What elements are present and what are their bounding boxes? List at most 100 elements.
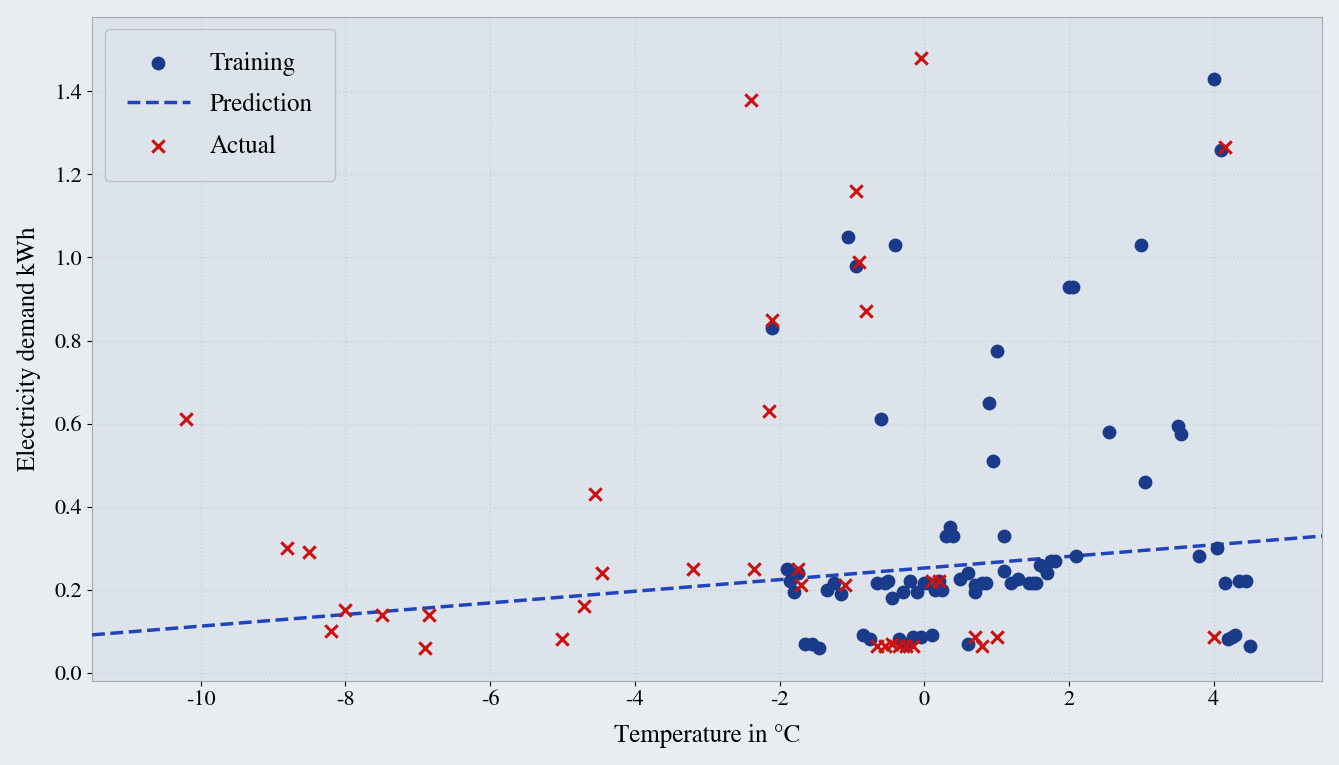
- Training: [777, 563, 798, 575]
- Training: [983, 454, 1004, 467]
- Legend: Training, Prediction, Actual: Training, Prediction, Actual: [104, 29, 335, 181]
- Training: [936, 529, 957, 542]
- Training: [975, 578, 996, 590]
- Actual: [584, 488, 605, 500]
- X-axis label: Temperature in °C: Temperature in °C: [615, 724, 801, 748]
- Actual: [888, 640, 909, 652]
- Actual: [320, 625, 341, 637]
- Training: [994, 565, 1015, 577]
- Training: [902, 631, 924, 643]
- Training: [943, 529, 964, 542]
- Training: [888, 633, 909, 646]
- Training: [939, 521, 960, 533]
- Training: [870, 413, 892, 425]
- Actual: [682, 563, 703, 575]
- Actual: [743, 563, 765, 575]
- Training: [1221, 631, 1243, 643]
- Actual: [787, 563, 809, 575]
- Training: [1008, 573, 1030, 585]
- Training: [1225, 629, 1247, 641]
- Training: [1228, 575, 1249, 588]
- Training: [1058, 281, 1079, 293]
- Training: [877, 575, 898, 588]
- Training: [787, 567, 809, 579]
- Training: [794, 637, 815, 649]
- Training: [957, 567, 979, 579]
- Actual: [299, 546, 320, 558]
- Actual: [881, 637, 902, 649]
- Actual: [964, 631, 986, 643]
- Training: [1134, 476, 1156, 488]
- Training: [898, 575, 920, 588]
- Training: [924, 584, 945, 596]
- Actual: [335, 604, 356, 617]
- Training: [911, 631, 932, 643]
- Training: [852, 629, 873, 641]
- Training: [845, 259, 866, 272]
- Training: [972, 578, 994, 590]
- Training: [838, 230, 860, 243]
- Training: [921, 629, 943, 641]
- Training: [823, 578, 845, 590]
- Actual: [845, 185, 866, 197]
- Actual: [371, 608, 392, 620]
- Actual: [790, 579, 811, 591]
- Actual: [921, 575, 943, 588]
- Training: [1032, 561, 1054, 573]
- Training: [809, 642, 830, 654]
- Training: [957, 637, 979, 649]
- Training: [1044, 555, 1066, 567]
- Actual: [740, 93, 762, 106]
- Training: [1217, 633, 1239, 646]
- Actual: [856, 305, 877, 317]
- Training: [1062, 281, 1083, 293]
- Actual: [986, 631, 1007, 643]
- Training: [1000, 578, 1022, 590]
- Actual: [928, 575, 949, 588]
- Actual: [834, 579, 856, 591]
- Training: [866, 578, 888, 590]
- Training: [1066, 550, 1087, 562]
- Actual: [902, 640, 924, 652]
- Training: [1240, 640, 1261, 652]
- Training: [885, 239, 907, 251]
- Training: [1206, 542, 1228, 554]
- Training: [762, 322, 783, 334]
- Training: [783, 585, 805, 597]
- Actual: [874, 640, 896, 652]
- Training: [979, 397, 1000, 409]
- Training: [928, 575, 949, 588]
- Actual: [592, 567, 613, 579]
- Actual: [972, 640, 994, 652]
- Training: [1022, 578, 1043, 590]
- Training: [779, 575, 801, 588]
- Actual: [1214, 142, 1236, 154]
- Training: [1166, 419, 1188, 431]
- Training: [1202, 73, 1224, 85]
- Training: [964, 585, 986, 597]
- Training: [913, 578, 935, 590]
- Training: [830, 588, 852, 600]
- Actual: [849, 256, 870, 268]
- Training: [1130, 239, 1152, 251]
- Training: [1214, 578, 1236, 590]
- Training: [1019, 578, 1040, 590]
- Training: [1040, 555, 1062, 567]
- Training: [815, 584, 837, 596]
- Actual: [1202, 631, 1224, 643]
- Actual: [758, 405, 779, 417]
- Actual: [175, 413, 197, 425]
- Training: [892, 585, 913, 597]
- Actual: [911, 52, 932, 64]
- Training: [964, 579, 986, 591]
- Training: [917, 578, 939, 590]
- Actual: [573, 600, 595, 612]
- Training: [860, 633, 881, 646]
- Training: [949, 573, 971, 585]
- Actual: [414, 642, 435, 654]
- Training: [1098, 425, 1119, 438]
- Training: [874, 578, 896, 590]
- Training: [1036, 567, 1058, 579]
- Training: [994, 529, 1015, 542]
- Training: [896, 637, 917, 649]
